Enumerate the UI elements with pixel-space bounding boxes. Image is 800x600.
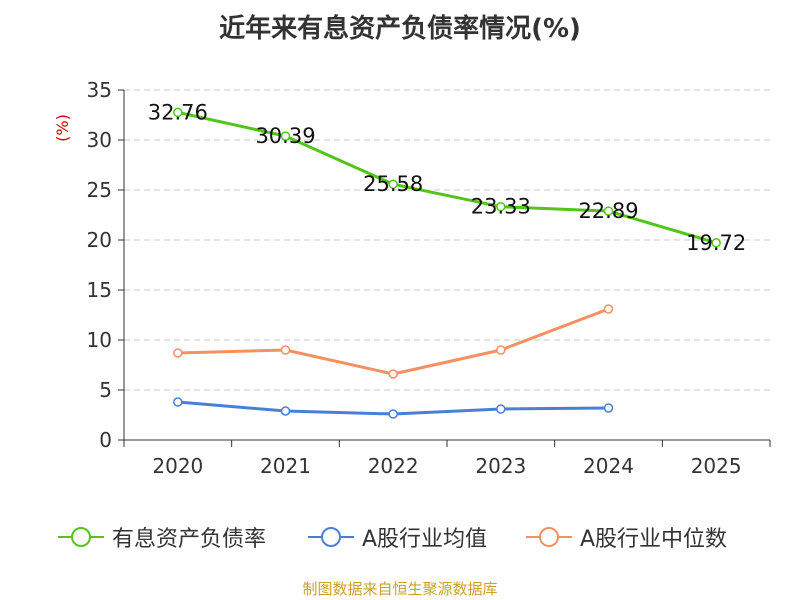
data-source-note: 制图数据来自恒生聚源数据库 [302,580,498,598]
series-line [177,110,717,245]
data-point [388,409,398,419]
legend-line-orange-icon [526,527,572,547]
data-point [603,206,614,216]
y-tick-label: 5 [99,378,112,402]
x-tick-label: 2020 [152,454,203,478]
x-tick-label: 2023 [475,454,526,478]
data-label: 25.58 [363,172,423,196]
legend-label-debt-ratio: 有息资产负债率 [112,527,267,552]
chart-title: 近年来有息资产负债率情况(%) [219,14,581,44]
grid-lines [124,89,770,391]
data-point [496,345,506,355]
data-point [280,131,291,141]
x-tick-label: 2022 [368,454,419,478]
data-point [388,179,398,189]
data-label: 32.76 [148,100,208,124]
data-point [388,369,398,379]
y-tick-label: 30 [87,128,112,152]
data-labels: 32.76 30.39 25.58 23.33 22.89 19.72 [148,100,746,254]
legend-item-industry-mean[interactable]: A股行业均值 [306,522,487,552]
x-tick-label: 2025 [691,454,742,478]
data-point [496,404,506,414]
y-tick-label: 25 [87,178,112,202]
data-point [173,107,183,118]
data-label: 30.39 [255,124,315,148]
y-tick-label: 35 [87,78,112,102]
data-point [280,345,291,355]
legend-label-industry-median: A股行业中位数 [580,527,728,552]
legend-line-green-icon [58,527,104,547]
legend-label-industry-mean: A股行业均值 [362,527,488,552]
y-tick-label: 0 [99,428,112,452]
x-tick-label: 2024 [583,454,634,478]
y-tick-label: 15 [87,278,112,302]
data-point [603,403,614,413]
data-point [173,397,183,407]
y-tick-label: 10 [87,328,112,352]
data-point [280,406,291,416]
data-label: 19.72 [686,231,746,255]
data-point [173,348,183,358]
data-label: 22.89 [578,199,638,223]
data-label: 23.33 [471,195,531,219]
y-axis-label: (%) [53,114,72,142]
legend-line-blue-icon [308,527,354,547]
x-tick-label: 2021 [260,454,311,478]
series-lines [173,107,721,419]
series-line [177,307,610,376]
data-point [603,304,614,314]
legend-item-debt-ratio[interactable]: 有息资产负债率 [56,522,266,552]
y-tick-label: 20 [87,228,112,252]
legend-item-industry-median[interactable]: A股行业中位数 [524,522,727,552]
data-point [496,201,506,212]
data-point [711,238,721,248]
